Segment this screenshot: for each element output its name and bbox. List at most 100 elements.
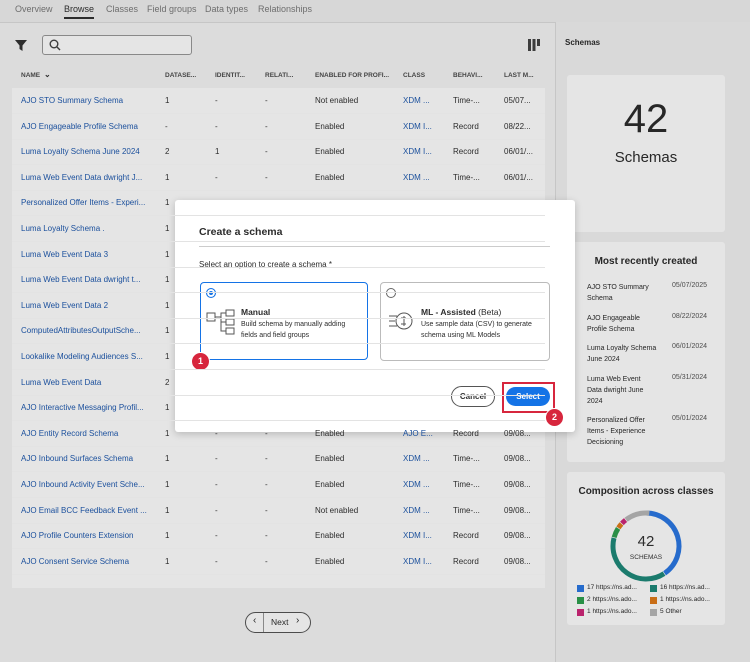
select-button[interactable]: Select: [506, 387, 550, 406]
modal-title: Create a schema: [199, 226, 283, 238]
option-description: Build schema by manually adding fields a…: [241, 321, 346, 339]
columns-icon[interactable]: [528, 39, 540, 51]
schema-name[interactable]: AJO Inbound Surfaces Schema: [21, 454, 134, 464]
tab[interactable]: Data types: [205, 4, 249, 14]
schema-name[interactable]: Luma Web Event Data 2: [21, 300, 109, 310]
next-label[interactable]: Next: [271, 617, 289, 627]
cell: Time-...: [453, 505, 480, 515]
row-line: [12, 164, 545, 166]
row-line: [12, 189, 545, 191]
cell: XDM I...: [403, 556, 432, 566]
column-header[interactable]: NAME: [21, 72, 41, 79]
cell: -: [265, 428, 268, 438]
schema-name[interactable]: AJO Email BCC Feedback Event ...: [21, 505, 147, 515]
cell: AJO E...: [403, 428, 433, 438]
tab[interactable]: Relationships: [258, 4, 313, 14]
cell: 1: [165, 454, 170, 464]
ml-icon: [389, 312, 413, 330]
cell: -: [265, 531, 268, 541]
row-line: [12, 445, 545, 447]
schema-name[interactable]: AJO Entity Record Schema: [21, 428, 119, 438]
cell: -: [265, 96, 268, 105]
schema-name[interactable]: ComputedAttributesOutputSche...: [21, 326, 141, 336]
option-title: Manual: [241, 307, 271, 317]
column-header[interactable]: RELATI...: [265, 72, 294, 79]
donut-segment: [645, 510, 682, 576]
cell: 1: [165, 480, 170, 489]
donut-total: 42: [638, 533, 655, 550]
schema-name[interactable]: AJO Consent Service Schema: [21, 556, 130, 566]
column-header[interactable]: ENABLED FOR PROFI...: [315, 72, 390, 79]
cell: 1: [215, 147, 220, 157]
cell: 09/08...: [504, 480, 531, 489]
schema-name[interactable]: Luma Web Event Data dwright J...: [21, 172, 143, 182]
cancel-button[interactable]: Cancel: [451, 386, 495, 407]
next-icon[interactable]: ›: [296, 615, 300, 626]
schema-name[interactable]: Luma Loyalty Schema June 2024: [21, 147, 140, 157]
tab[interactable]: Browse: [64, 4, 95, 19]
donut-segment: [616, 522, 624, 530]
schema-name[interactable]: AJO Inbound Activity Event Sche...: [21, 480, 145, 489]
cell: 05/07...: [504, 96, 531, 105]
cell: -: [215, 480, 218, 489]
recent-name[interactable]: Luma Loyalty Schema June 2024: [587, 345, 657, 363]
recent-name[interactable]: AJO STO Summary Schema: [587, 284, 649, 302]
legend-label: 17 https://ns.ad...: [587, 584, 637, 591]
manual-icon: [206, 309, 235, 335]
recent-name[interactable]: Personalized Offer Items - Experience De…: [587, 417, 646, 446]
sort-icon[interactable]: ⌄: [44, 70, 51, 79]
cell: -: [265, 121, 268, 131]
cell: 09/08...: [504, 505, 531, 515]
column-header[interactable]: IDENTIT...: [215, 72, 245, 79]
legend-swatch: [650, 609, 657, 616]
cell: -: [215, 556, 218, 566]
search-box[interactable]: [42, 35, 192, 55]
column-header[interactable]: DATASE...: [165, 72, 197, 79]
row-line: [12, 343, 545, 345]
schema-name[interactable]: Luma Web Event Data: [21, 377, 102, 387]
tab[interactable]: Overview: [15, 4, 53, 14]
schema-name[interactable]: AJO Interactive Messaging Profil...: [21, 403, 144, 413]
recent-date: 05/07/2025: [672, 282, 708, 289]
legend-label: 1 https://ns.ado...: [587, 608, 637, 615]
highlight-box: [502, 382, 555, 413]
option-manual[interactable]: Manual Build schema by manually adding f…: [200, 282, 368, 360]
tab[interactable]: Classes: [106, 4, 139, 14]
pagination[interactable]: ‹ Next ›: [245, 612, 311, 633]
schema-name[interactable]: Luma Web Event Data 3: [21, 249, 109, 259]
cell: 1: [165, 249, 170, 259]
cell: Enabled: [315, 147, 345, 157]
schema-name[interactable]: AJO Engageable Profile Schema: [21, 121, 138, 131]
schema-name[interactable]: Lookalike Modeling Audiences S...: [21, 352, 143, 361]
recent-name[interactable]: Luma Web Event Data dwright June 2024: [587, 376, 644, 405]
recent-card: Most recently created AJO STO Summary Sc…: [567, 242, 725, 462]
recent-name[interactable]: AJO Engageable Profile Schema: [587, 315, 640, 333]
prev-icon[interactable]: ‹: [253, 615, 257, 626]
legend-swatch: [650, 597, 657, 604]
composition-card: Composition across classes 42 SCHEMAS 17…: [567, 472, 725, 625]
schema-name[interactable]: AJO Profile Counters Extension: [21, 531, 134, 541]
cell: -: [265, 454, 268, 464]
callout: 2: [545, 408, 564, 427]
schema-name[interactable]: Personalized Offer Items - Experi...: [21, 198, 146, 208]
schema-name[interactable]: Luma Loyalty Schema .: [21, 224, 105, 233]
cell: 08/22...: [504, 121, 531, 131]
cell: 1: [165, 556, 170, 566]
schema-name[interactable]: Luma Web Event Data dwright t...: [21, 275, 141, 285]
cell: Record: [453, 531, 479, 541]
cell: 1: [165, 224, 170, 233]
schema-name[interactable]: AJO STO Summary Schema: [21, 96, 124, 105]
row-line: [12, 317, 545, 319]
column-header[interactable]: CLASS: [403, 72, 426, 79]
column-header[interactable]: BEHAVI...: [453, 72, 483, 79]
option-ml[interactable]: ML - Assisted (Beta) Use sample data (CS…: [380, 282, 550, 361]
row-line: [12, 573, 545, 575]
cell: 09/08...: [504, 428, 531, 438]
tab[interactable]: Field groups: [147, 4, 197, 14]
cell: 2: [165, 377, 170, 387]
search-icon: [49, 39, 61, 51]
column-header[interactable]: LAST M...: [504, 72, 534, 79]
cell: Time-...: [453, 172, 480, 182]
filter-icon[interactable]: [15, 40, 27, 51]
